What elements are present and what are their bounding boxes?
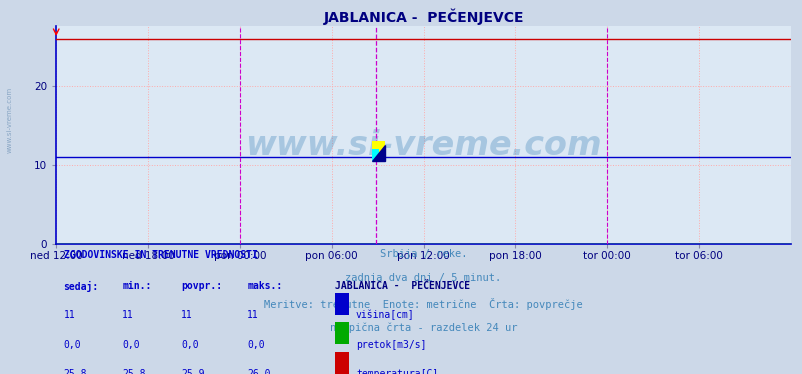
Bar — [371, 141, 385, 161]
Text: ZGODOVINSKE IN TRENUTNE VREDNOSTI: ZGODOVINSKE IN TRENUTNE VREDNOSTI — [63, 250, 257, 260]
Title: JABLANICA -  PEČENJEVCE: JABLANICA - PEČENJEVCE — [323, 9, 523, 25]
FancyBboxPatch shape — [335, 293, 348, 315]
Text: JABLANICA -  PEČENJEVCE: JABLANICA - PEČENJEVCE — [335, 281, 470, 291]
Text: maks.:: maks.: — [247, 281, 282, 291]
Text: 11: 11 — [63, 310, 75, 320]
Text: 25,8: 25,8 — [63, 369, 87, 374]
Text: Srbija / reke.: Srbija / reke. — [379, 249, 467, 259]
Text: www.si-vreme.com: www.si-vreme.com — [6, 87, 13, 153]
Text: višina[cm]: višina[cm] — [355, 310, 414, 321]
Text: www.si-vreme.com: www.si-vreme.com — [245, 129, 602, 162]
Text: 26,0: 26,0 — [247, 369, 270, 374]
Text: 25,9: 25,9 — [181, 369, 205, 374]
Text: pretok[m3/s]: pretok[m3/s] — [355, 340, 426, 350]
Text: 0,0: 0,0 — [122, 340, 140, 350]
Text: navpična črta - razdelek 24 ur: navpična črta - razdelek 24 ur — [330, 322, 516, 333]
Text: 25,8: 25,8 — [122, 369, 146, 374]
FancyBboxPatch shape — [335, 352, 348, 374]
Polygon shape — [371, 145, 385, 161]
Text: 11: 11 — [247, 310, 259, 320]
Text: 0,0: 0,0 — [247, 340, 265, 350]
Text: min.:: min.: — [122, 281, 152, 291]
Text: povpr.:: povpr.: — [181, 281, 222, 291]
Text: 0,0: 0,0 — [181, 340, 198, 350]
Text: Meritve: trenutne  Enote: metrične  Črta: povprečje: Meritve: trenutne Enote: metrične Črta: … — [264, 298, 582, 310]
Bar — [371, 149, 379, 161]
Text: 11: 11 — [181, 310, 192, 320]
Text: temperatura[C]: temperatura[C] — [355, 369, 438, 374]
Text: 0,0: 0,0 — [63, 340, 81, 350]
FancyBboxPatch shape — [335, 322, 348, 344]
Text: zadnja dva dni / 5 minut.: zadnja dva dni / 5 minut. — [345, 273, 501, 283]
Text: 11: 11 — [122, 310, 134, 320]
Text: sedaj:: sedaj: — [63, 281, 99, 292]
